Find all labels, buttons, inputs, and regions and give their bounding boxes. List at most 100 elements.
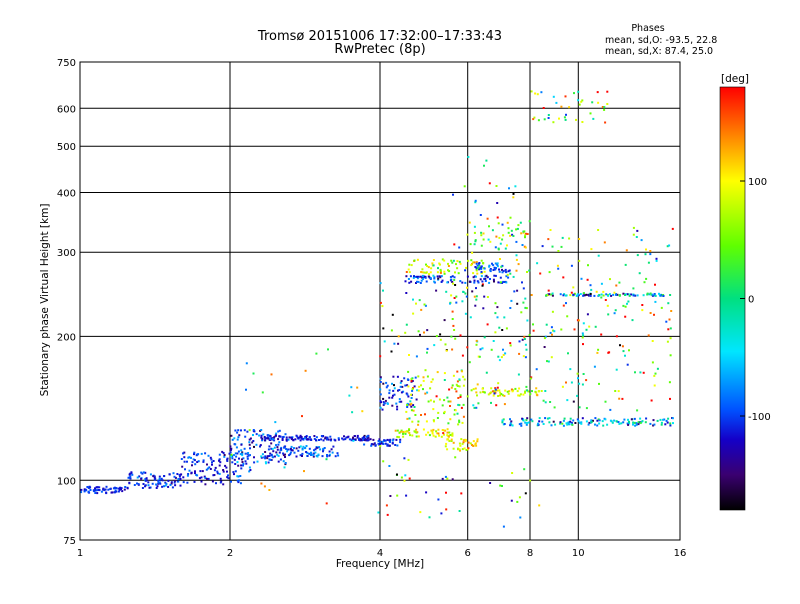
data-point [668, 318, 671, 321]
data-point [421, 274, 424, 277]
data-point [410, 393, 413, 396]
data-point [287, 448, 290, 451]
data-point [410, 397, 413, 399]
data-point [474, 275, 477, 278]
data-point [509, 234, 512, 237]
data-point [522, 301, 525, 304]
data-point [422, 379, 425, 382]
data-point [434, 435, 437, 438]
data-point [475, 343, 478, 346]
data-point [499, 258, 501, 260]
data-point [168, 473, 171, 476]
data-point [218, 464, 221, 467]
data-point [472, 276, 475, 279]
data-point [413, 406, 416, 408]
data-point [446, 428, 449, 431]
data-point [193, 459, 196, 462]
data-point [435, 395, 438, 398]
data-point [417, 375, 420, 378]
data-point [443, 379, 446, 381]
data-point [515, 228, 518, 231]
data-point [231, 461, 234, 464]
data-point [581, 336, 584, 339]
data-point [666, 245, 669, 248]
data-point [525, 348, 528, 351]
data-point [400, 400, 403, 403]
data-point [532, 323, 534, 326]
data-point [506, 221, 509, 224]
data-point [636, 229, 639, 232]
data-point [461, 442, 464, 445]
data-point [455, 301, 458, 304]
data-point [512, 275, 515, 278]
data-point [437, 267, 439, 270]
data-point [385, 386, 388, 389]
data-point [479, 391, 482, 394]
data-point [273, 455, 276, 458]
data-point [283, 466, 286, 469]
data-point [380, 440, 383, 443]
data-point [491, 390, 494, 393]
data-point [550, 424, 553, 427]
data-point [494, 274, 497, 277]
data-point [546, 360, 548, 363]
data-point [87, 486, 90, 489]
data-point [419, 275, 422, 278]
data-point [577, 90, 580, 93]
data-point [286, 450, 289, 453]
data-point [497, 389, 500, 392]
data-point [383, 402, 386, 405]
data-point [403, 457, 406, 460]
data-point [475, 268, 478, 271]
data-point [612, 293, 615, 296]
data-point [474, 240, 477, 243]
data-point [242, 457, 245, 460]
data-point [187, 473, 190, 475]
data-point [441, 279, 444, 282]
data-point [501, 281, 504, 284]
data-point [494, 312, 497, 315]
data-point [439, 268, 442, 271]
data-point [463, 447, 466, 450]
data-point [508, 269, 511, 272]
data-point [466, 233, 469, 236]
data-point [149, 486, 152, 489]
data-point [570, 381, 573, 384]
data-point [407, 370, 410, 373]
data-point [383, 439, 386, 442]
data-point [431, 378, 434, 381]
data-point [155, 483, 158, 486]
data-point [597, 254, 600, 257]
data-point [394, 429, 397, 432]
data-point [222, 452, 225, 454]
data-point [585, 379, 588, 382]
data-point [423, 303, 426, 306]
data-point [630, 418, 633, 421]
data-point [457, 397, 460, 399]
data-point [458, 246, 461, 249]
data-point [276, 448, 279, 451]
data-point [451, 432, 454, 435]
data-point [474, 239, 477, 242]
data-point [417, 275, 420, 278]
data-point [181, 465, 184, 468]
data-point [653, 384, 656, 387]
data-point [96, 492, 99, 495]
data-point [613, 291, 616, 294]
data-point [450, 259, 453, 262]
data-point [492, 278, 495, 281]
data-point [523, 335, 526, 338]
data-point [307, 438, 310, 441]
data-point [140, 477, 143, 480]
data-point [577, 377, 579, 380]
data-point [603, 108, 606, 111]
data-point [495, 404, 498, 407]
data-point [632, 287, 635, 290]
data-point [549, 229, 552, 231]
data-point [516, 390, 519, 393]
data-point [158, 479, 161, 481]
data-point [409, 275, 412, 278]
data-point [295, 455, 298, 458]
data-point [576, 294, 579, 297]
phases-line-x: mean, sd,X: 87.4, 25.0 [605, 46, 713, 57]
